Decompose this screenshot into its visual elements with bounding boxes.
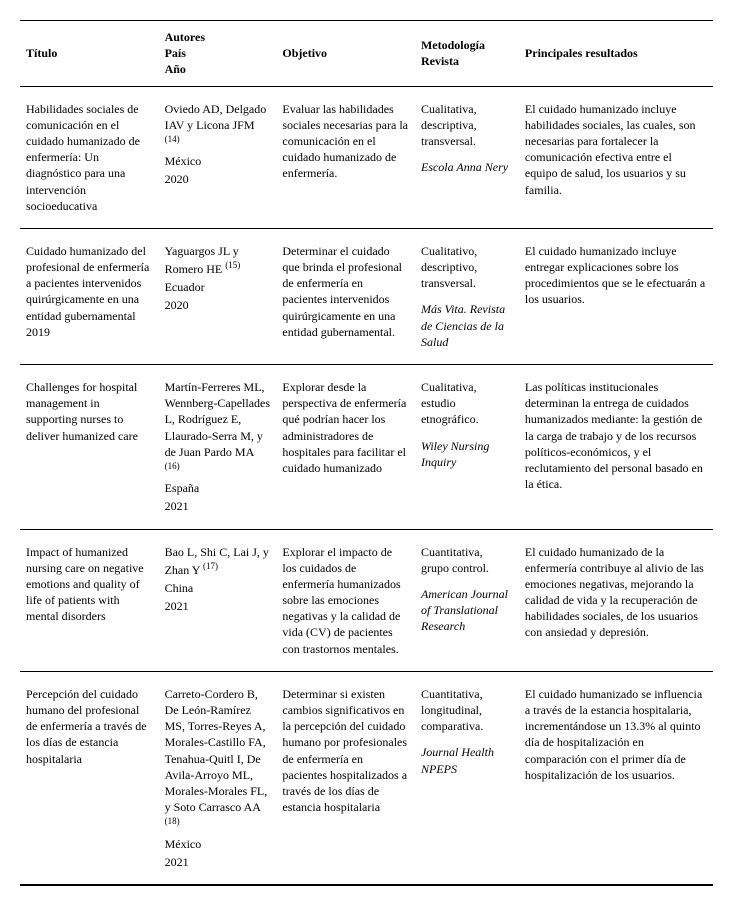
table-row: Habilidades sociales de comunicación en … [20, 86, 713, 228]
header-methodology: Metodología Revista [415, 21, 519, 87]
authors-text: Martín-Ferreres ML, Wennberg-Capellades … [165, 380, 270, 459]
year-text: 2021 [165, 854, 271, 870]
table-row: Cuidado humanizado del profesional de en… [20, 228, 713, 364]
header-results: Principales resultados [519, 21, 713, 87]
cell-results: El cuidado humanizado de la enfermería c… [519, 529, 713, 671]
journal-name: American Journal of Translational Resear… [421, 586, 513, 635]
cell-authors: Martín-Ferreres ML, Wennberg-Capellades … [159, 365, 277, 530]
country-text: México [165, 153, 271, 169]
reference-number: (15) [225, 260, 240, 270]
year-text: 2020 [165, 297, 271, 313]
cell-methodology: Cualitativa, descriptiva, transversal. Es… [415, 86, 519, 228]
journal-name: Wiley Nursing Inquiry [421, 438, 513, 470]
cell-authors: Yaguargos JL y Romero HE (15)Ecuador2020 [159, 228, 277, 364]
cell-methodology: Cuantitativa, grupo control. American Jou… [415, 529, 519, 671]
cell-title: Impact of humanized nursing care on nega… [20, 529, 159, 671]
cell-title: Cuidado humanizado del profesional de en… [20, 228, 159, 364]
cell-title: Challenges for hospital management in su… [20, 365, 159, 530]
cell-title: Percepción del cuidado humano del profes… [20, 671, 159, 885]
table-row: Percepción del cuidado humano del profes… [20, 671, 713, 885]
reference-number: (17) [203, 561, 218, 571]
year-text: 2020 [165, 171, 271, 187]
cell-objective: Explorar desde la perspectiva de enferme… [276, 365, 415, 530]
methodology-type: Cuantitativa, longitudinal, comparativa. [421, 686, 513, 735]
cell-authors: Oviedo AD, Delgado IAV y Licona JFM (14)… [159, 86, 277, 228]
methodology-type: Cualitativa, descriptiva, transversal. [421, 101, 513, 150]
table-row: Challenges for hospital management in su… [20, 365, 713, 530]
cell-objective: Evaluar las habilidades sociales necesar… [276, 86, 415, 228]
authors-text: Carreto-Cordero B, De León-Ramírez MS, T… [165, 687, 268, 814]
journal-name: Escola Anna Nery [421, 159, 513, 175]
journal-name: Journal Health NPEPS [421, 744, 513, 776]
methodology-type: Cualitativa, estudio etnográfico. [421, 379, 513, 428]
reference-number: (16) [165, 461, 180, 471]
table-body: Habilidades sociales de comunicación en … [20, 86, 713, 885]
reference-number: (14) [165, 134, 180, 144]
methodology-type: Cualitativo, descriptivo, transversal. [421, 243, 513, 292]
year-text: 2021 [165, 598, 271, 614]
cell-objective: Determinar el cuidado que brinda el prof… [276, 228, 415, 364]
cell-methodology: Cuantitativa, longitudinal, comparativa.… [415, 671, 519, 885]
cell-authors: Bao L, Shi C, Lai J, y Zhan Y (17)China2… [159, 529, 277, 671]
methodology-type: Cuantitativa, grupo control. [421, 544, 513, 576]
reference-number: (18) [165, 816, 180, 826]
year-text: 2021 [165, 498, 271, 514]
header-method-l2: Revista [421, 53, 513, 69]
table-row: Impact of humanized nursing care on nega… [20, 529, 713, 671]
header-authors: Autores País Año [159, 21, 277, 87]
cell-methodology: Cualitativa, estudio etnográfico. Wiley N… [415, 365, 519, 530]
cell-results: Las políticas institucionales determinan… [519, 365, 713, 530]
cell-results: El cuidado humanizado se influencia a tr… [519, 671, 713, 885]
country-text: México [165, 836, 271, 852]
header-objective: Objetivo [276, 21, 415, 87]
country-text: Ecuador [165, 279, 271, 295]
country-text: China [165, 580, 271, 596]
studies-table: Título Autores País Año Objetivo Metodol… [20, 20, 713, 886]
header-authors-l1: Autores [165, 29, 271, 45]
header-authors-l3: Año [165, 61, 271, 77]
header-title: Título [20, 21, 159, 87]
header-method-l1: Metodología [421, 37, 513, 53]
header-authors-l2: País [165, 45, 271, 61]
cell-title: Habilidades sociales de comunicación en … [20, 86, 159, 228]
country-text: España [165, 480, 271, 496]
cell-authors: Carreto-Cordero B, De León-Ramírez MS, T… [159, 671, 277, 885]
cell-objective: Explorar el impacto de los cuidados de e… [276, 529, 415, 671]
journal-name: Más Vita. Revista de Ciencias de la Salu… [421, 301, 513, 350]
table-header-row: Título Autores País Año Objetivo Metodol… [20, 21, 713, 87]
cell-methodology: Cualitativo, descriptivo, transversal. Má… [415, 228, 519, 364]
authors-text: Oviedo AD, Delgado IAV y Licona JFM [165, 102, 267, 132]
cell-results: El cuidado humanizado incluye entregar e… [519, 228, 713, 364]
cell-objective: Determinar si existen cambios significat… [276, 671, 415, 885]
cell-results: El cuidado humanizado incluye habilidade… [519, 86, 713, 228]
